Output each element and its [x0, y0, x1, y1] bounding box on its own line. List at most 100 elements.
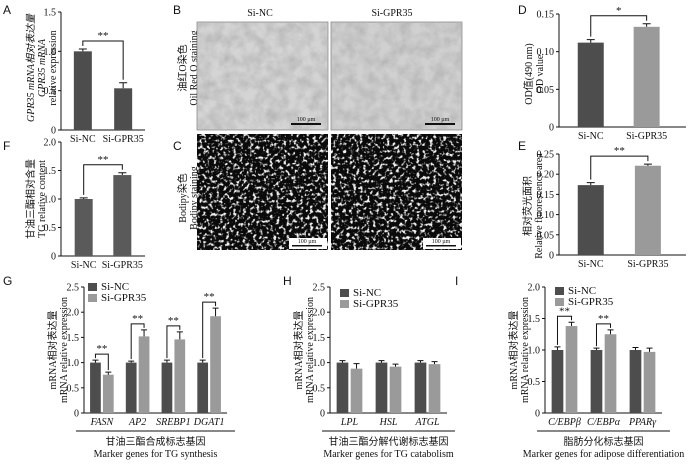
panel-h-x-tick-label: ATGL — [414, 417, 440, 428]
panel-g-x-label: 甘油三酯合成标志基因 — [106, 435, 206, 448]
panel-d-chart: 0 0.05 0.10 0.15 OD值(490 nm) OD value Si-NC Si-… — [522, 5, 686, 142]
panel-g-significance-bracket — [202, 301, 217, 359]
bodipy-image-si-nc: 100 µm — [197, 134, 328, 250]
panel-a-y-tick-label: 0.5 — [44, 86, 57, 97]
svg-text:Bodipy staining: Bodipy staining — [189, 166, 200, 230]
panel-g-error-bar — [163, 359, 170, 363]
panel-g-legend-swatch — [88, 294, 97, 302]
panel-h-bar-lpl-si-nc — [336, 362, 349, 413]
panel-d-error-bar — [586, 39, 595, 43]
panel-g-bar-fasn-si-gpr35 — [102, 374, 114, 413]
panel-i-error-bar — [554, 346, 561, 350]
panel-f-y-label: TG relative content — [37, 160, 48, 238]
panel-g-significance-bracket — [130, 323, 145, 360]
panel-h-error-bar — [431, 361, 438, 365]
panel-h-y-label: mRNA相对表达量 — [292, 311, 305, 390]
panel-f-x-tick-label: Si-GPR35 — [102, 260, 143, 271]
panel-d-y-tick-label: 0.10 — [537, 47, 555, 58]
panel-f-error-bar — [79, 197, 88, 199]
panel-i-x-label: 脂肪分化标志基因 — [564, 435, 644, 448]
panel-f-y-tick-label: 1.0 — [44, 195, 57, 206]
svg-text:油红O染色: 油红O染色 — [176, 44, 189, 91]
panel-a-significance-label: ** — [98, 30, 109, 42]
panel-e-bar-2 — [634, 165, 661, 255]
panel-g-y-tick-label: 2.0 — [67, 308, 80, 319]
panel-g-bar-ap2-si-gpr35 — [138, 336, 150, 413]
scale-bar-label: 100 µm — [432, 239, 451, 245]
panel-d-x-tick-label: Si-GPR35 — [626, 131, 667, 142]
panel-d-bar-2 — [633, 26, 660, 127]
panel-letter-i: I — [455, 274, 458, 288]
panel-d-y-label: OD value — [535, 54, 546, 93]
panel-d-y-tick-label: 0.05 — [537, 85, 555, 96]
panel-a-x-tick-label: Si-GPR35 — [103, 134, 144, 145]
panel-e-y-label: Relative fluorescence area — [534, 153, 545, 259]
panel-f-error-bar — [118, 172, 127, 176]
panel-h-y-tick-label: 1.5 — [313, 333, 326, 344]
panel-h-bar-atgl-si-gpr35 — [428, 364, 441, 413]
panel-f-y-tick-label: 0 — [51, 252, 56, 263]
panel-e-y-tick-label: 0.10 — [537, 210, 555, 221]
panel-g-y-tick-label: 1.5 — [67, 333, 80, 344]
panel-i-y-label: mRNA相对表达量 — [507, 311, 520, 390]
panel-f-bar-1 — [74, 199, 93, 256]
panel-a-y-tick-label: 1.5 — [44, 8, 57, 19]
svg-text:Bodipy染色: Bodipy染色 — [176, 173, 189, 222]
panel-h-y-label: mRNA relative expression — [305, 297, 316, 403]
panel-letter-a: A — [3, 3, 11, 17]
panel-h-bar-lpl-si-gpr35 — [350, 368, 363, 413]
panel-g-legend-label: Si-GPR35 — [101, 292, 147, 304]
panel-letter-g: G — [3, 274, 12, 288]
panel-g-significance-label: ** — [96, 343, 107, 355]
panel-e-x-tick-label: Si-GPR35 — [627, 259, 668, 270]
panel-i-error-bar — [607, 329, 614, 335]
panel-i-bar-cebp-si-nc — [551, 350, 564, 413]
panel-h-x-tick-label: LPL — [340, 417, 359, 428]
panel-d-x-tick-label: Si-NC — [578, 131, 604, 142]
panel-h-legend-label: Si-GPR35 — [353, 298, 399, 310]
panel-d-y-tick-label: 0 — [549, 123, 554, 134]
panel-letter-e: E — [518, 139, 526, 153]
panel-f-y-tick-label: 0.5 — [44, 223, 57, 234]
panel-i-y-tick-label: 0 — [535, 409, 540, 420]
panel-g-bar-fasn-si-nc — [90, 362, 101, 413]
panel-g-bar-dgat1-si-gpr35 — [210, 316, 221, 413]
panel-i-chart: 0 0.5 1.0 1.5 2.0 mRNA相对表达量 mRNA relative expr… — [507, 283, 684, 461]
panel-i-error-bar — [568, 321, 575, 327]
panel-h-y-tick-label: 2.0 — [313, 308, 326, 319]
panel-letter-c: C — [173, 139, 182, 153]
panel-h-x-tick-label: HSL — [379, 417, 398, 428]
panel-h-x-label: Marker genes for TG catabolism — [323, 449, 454, 460]
panel-i-y-tick-label: 1.5 — [528, 314, 541, 325]
panel-e-error-bar — [586, 182, 595, 186]
panel-g-bar-srebp1-si-nc — [161, 362, 173, 413]
panel-h-bar-atgl-si-nc — [414, 362, 427, 413]
panel-e-bar-1 — [577, 185, 604, 255]
panel-i-bar-ppar-si-nc — [629, 350, 642, 413]
staining-panels: Si-NC Si-GPR35 油红O染色 Oil Red O staining … — [176, 8, 463, 250]
panel-f-y-label: 甘油三酯相对含量 — [24, 159, 37, 239]
panel-h-error-bar — [417, 360, 424, 363]
panel-i-legend-swatch — [555, 287, 564, 295]
panel-g-x-tick-label: SREBP1 — [156, 417, 190, 428]
panel-i-legend-label: Si-GPR35 — [568, 296, 614, 308]
panel-a-x-tick-label: Si-NC — [70, 134, 96, 145]
charts: 0 0.5 1.0 1.5 GPR35 mRNA相对表达量 GPR35 mRNA relat… — [24, 5, 686, 460]
col-title-si-nc: Si-NC — [247, 8, 273, 19]
panel-i-bar-cebp-si-nc — [590, 350, 603, 413]
panel-h-y-tick-label: 1.0 — [313, 358, 326, 369]
panel-a-significance-bracket — [82, 40, 124, 80]
panel-i-bar-cebp-si-gpr35 — [604, 334, 617, 413]
panel-letter-b: B — [173, 3, 181, 17]
panel-g-x-tick-label: AP2 — [128, 417, 146, 428]
panel-d-y-label: OD值(490 nm) — [522, 43, 535, 104]
panel-i-significance-label: ** — [598, 313, 609, 325]
panel-e-y-label: 相对荧光面积 — [521, 176, 534, 236]
panel-i-error-bar — [593, 347, 600, 350]
panel-a-error-bar — [78, 48, 87, 52]
panel-g-legend-label: Si-NC — [101, 281, 129, 293]
panel-h-chart: 0 0.5 1.0 1.5 2.0 2.5 mRNA相对表达量 mRNA relative e… — [292, 283, 455, 460]
panel-letter-d: D — [518, 3, 527, 17]
panel-a-y-label: GPR35 mRNA相对表达量 — [25, 13, 37, 122]
